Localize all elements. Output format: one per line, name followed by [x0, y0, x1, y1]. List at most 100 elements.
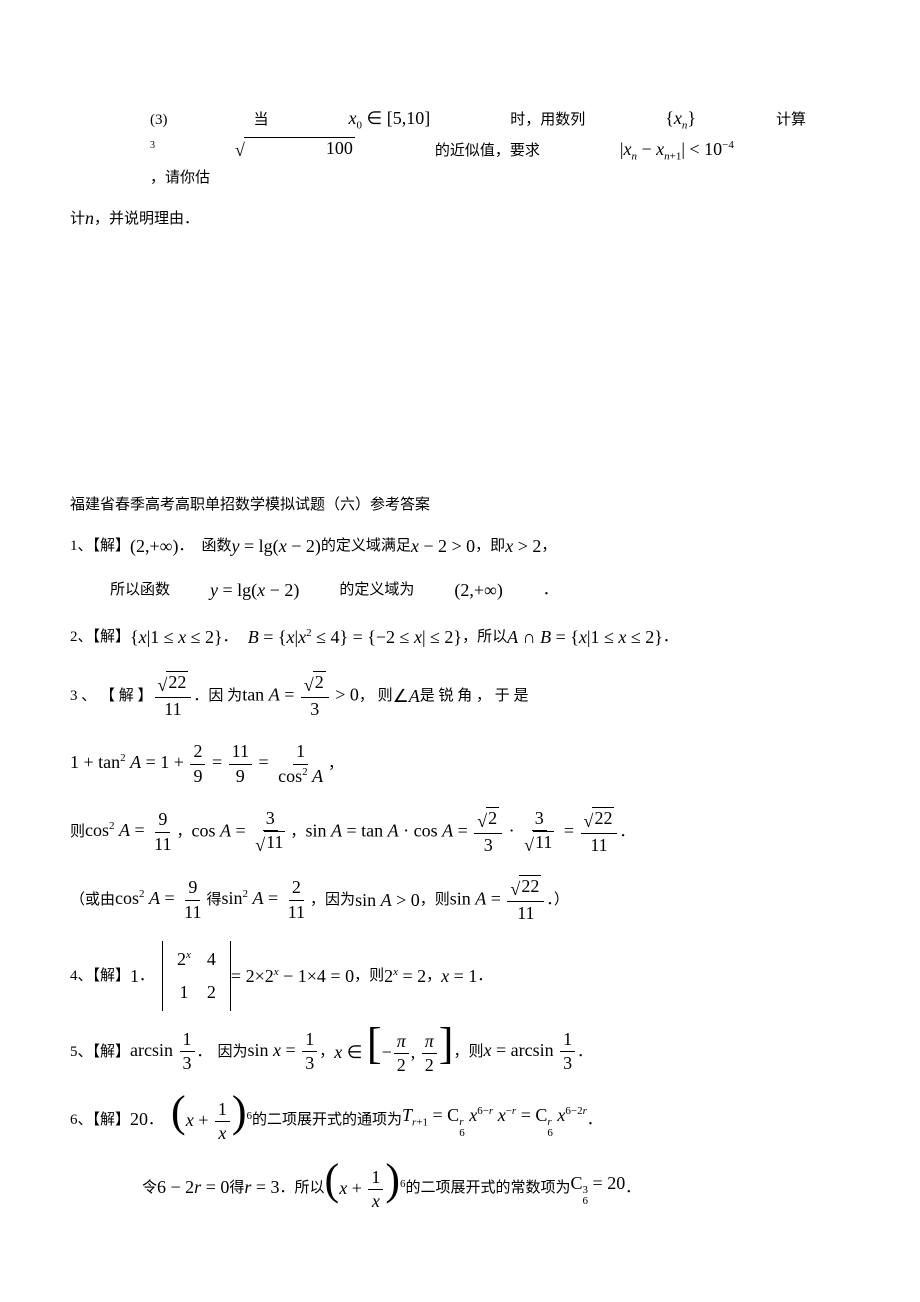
- a2-eq: B = {x|x2 ≤ 4} = {−2 ≤ x| ≤ 2}: [248, 623, 462, 652]
- a6-t1: 的二项展开式的通项为: [252, 1108, 402, 1132]
- a6-l2m: 得: [229, 1176, 244, 1200]
- p3-cond: x0 ∈ [5,10]: [269, 104, 431, 135]
- a1-result: (2,+∞): [130, 532, 178, 561]
- a1-label: 1、【解】: [70, 534, 130, 558]
- a6-term: Tr+1 = Cr6 x6−r x−r = Cr6 x6−2r: [402, 1101, 587, 1139]
- a3-t2: ， 则: [359, 684, 393, 708]
- a5-xeq: x = arcsin 13: [483, 1028, 577, 1076]
- a2-label: 2、【解】: [70, 625, 130, 649]
- p3-label: (3): [70, 108, 168, 132]
- a4-p1: ．: [139, 964, 154, 988]
- p3-t3: 计算: [696, 108, 806, 132]
- a3-l4t: ．）: [546, 888, 569, 912]
- a3-l2expr: 1 + tan2 A = 1 + 29 = 119 = 1cos2 A: [70, 740, 328, 788]
- p3-t4: 的近似值，要求: [355, 139, 540, 163]
- a3-angle: ∠A: [393, 682, 420, 711]
- a5-t2: ，: [319, 1040, 334, 1064]
- a3-l4b: 得: [207, 888, 222, 912]
- a6-p1: ．: [148, 1108, 163, 1132]
- a3-t1: 因 为: [208, 684, 242, 708]
- answer-1-line2: 所以函数 y = lg(x − 2) 的定义域为 (2,+∞) ．: [70, 575, 850, 605]
- doc-body: (3) 当 x0 ∈ [5,10] 时，用数列 {xn} 计算 3√100 的近…: [70, 104, 850, 1215]
- answers-title: 福建省春季高考高职单招数学模拟试题（六）参考答案: [70, 493, 850, 517]
- a3-label: 3 、 【 解 】: [70, 684, 153, 708]
- p3-root: 3√100: [70, 136, 355, 165]
- a1-sol: x > 2: [505, 532, 541, 561]
- a1-ineq: x − 2 > 0: [411, 532, 475, 561]
- p3-l2a: 计: [70, 207, 85, 231]
- a3-l4a: cos2 A = 911: [115, 876, 207, 924]
- a1-l2b: 的定义域为: [299, 578, 414, 602]
- a6-label: 6、【解】: [70, 1108, 130, 1132]
- a4-label: 4、【解】: [70, 964, 130, 988]
- a6-p3: ．: [625, 1176, 640, 1200]
- a3-l4h: （或由: [70, 888, 115, 912]
- problem-3-line2: 计 n ，并说明理由．: [70, 204, 850, 233]
- a4-determinant: 2x412: [162, 941, 231, 1011]
- a3-l4sinA: sin A = √2211: [450, 875, 547, 925]
- p3-t1: 当: [174, 108, 269, 132]
- a5-result: arcsin 13: [130, 1028, 196, 1076]
- a6-l2h: 令: [142, 1176, 157, 1200]
- a5-p2: ．: [577, 1040, 592, 1064]
- a5-interval: x ∈ [−π2, π2]: [334, 1026, 453, 1078]
- a4-t1: ，则: [354, 964, 384, 988]
- a1-func2: y = lg(x − 2): [170, 576, 299, 605]
- answer-1-line1: 1、【解】 (2,+∞) ． 函数 y = lg(x − 2) 的定义域满足 x…: [70, 531, 850, 561]
- a1-l2a: 所以函数: [70, 578, 170, 602]
- problem-3-line1: (3) 当 x0 ∈ [5,10] 时，用数列 {xn} 计算 3√100 的近…: [70, 104, 850, 190]
- p3-t2: 时，用数列: [430, 108, 585, 132]
- a4-s1: 2x = 2: [384, 962, 426, 991]
- a3-l4c: sin2 A = 211: [222, 876, 311, 924]
- a3-sinpos: sin A > 0: [355, 886, 420, 915]
- a3-l3h: 则: [70, 820, 85, 844]
- a1-result2: (2,+∞): [414, 576, 502, 605]
- a3-cosA: cos A = 3√11: [192, 807, 291, 857]
- a5-sinx: sin x = 13: [248, 1028, 320, 1076]
- a1-t1: 函数: [202, 534, 232, 558]
- a6-const: C36 = 20: [571, 1169, 626, 1207]
- answer-3-line4: （或由 cos2 A = 911 得 sin2 A = 211 ，因为 sin …: [70, 873, 850, 927]
- a3-l4m: ，因为: [310, 888, 355, 912]
- a6-binom2: (x + 1x)6: [325, 1162, 406, 1214]
- p3-seq: {xn}: [585, 104, 696, 135]
- a2-p2: ．: [663, 625, 678, 649]
- a3-l2t: ，: [328, 752, 343, 776]
- a2-inter: A ∩ B = {x|1 ≤ x ≤ 2}: [507, 623, 663, 652]
- answer-6-line1: 6、【解】 20 ． (x + 1x)6 的二项展开式的通项为 Tr+1 = C…: [70, 1093, 850, 1147]
- a2-result: {x|1 ≤ x ≤ 2}: [130, 623, 223, 652]
- answer-2: 2、【解】 {x|1 ≤ x ≤ 2} ． B = {x|x2 ≤ 4} = {…: [70, 619, 850, 655]
- a5-t1: 因为: [218, 1040, 248, 1064]
- a3-l4then: ，则: [420, 888, 450, 912]
- a1-p2: ．: [503, 578, 558, 602]
- a6-rsol: r = 3: [244, 1173, 279, 1202]
- answer-5: 5、【解】 arcsin 13 ． 因为 sin x = 13 ， x ∈ [−…: [70, 1025, 850, 1079]
- answer-3-line1: 3 、 【 解 】 √2211 ． 因 为 tan A = √23 > 0 ， …: [70, 669, 850, 723]
- a6-l2m2: ．所以: [280, 1176, 325, 1200]
- a6-cond: 6 − 2r = 0: [157, 1173, 229, 1202]
- answer-3-line2: 1 + tan2 A = 1 + 29 = 119 = 1cos2 A ，: [70, 737, 850, 791]
- a6-l2t: 的二项展开式的常数项为: [406, 1176, 571, 1200]
- a1-p1: ．: [179, 534, 194, 558]
- a5-label: 5、【解】: [70, 1040, 130, 1064]
- p3-n: n: [85, 204, 94, 233]
- a3-cos2: cos2 A = 911: [85, 808, 177, 856]
- a4-p2: ．: [477, 964, 492, 988]
- a4-result: 1: [130, 962, 139, 991]
- a3-t3: 是 锐 角 ， 于 是: [420, 684, 529, 708]
- p3-ineq: |xn − xn+1| < 10−4: [540, 135, 734, 166]
- a5-t3: ，则: [453, 1040, 483, 1064]
- a1-func: y = lg(x − 2): [232, 532, 321, 561]
- answer-3-line3: 则 cos2 A = 911 ， cos A = 3√11 ， sin A = …: [70, 805, 850, 859]
- a1-t4: ，: [541, 534, 556, 558]
- a4-t2: ，: [426, 964, 441, 988]
- a1-t3: ，即: [475, 534, 505, 558]
- a4-s2: x = 1: [441, 962, 477, 991]
- a3-tanA: tan A = √23 > 0: [242, 671, 359, 721]
- p3-l2b: ，并说明理由．: [94, 207, 199, 231]
- a2-t1: ，所以: [462, 625, 507, 649]
- a6-p2: ．: [587, 1108, 602, 1132]
- a6-binom: (x + 1x)6: [171, 1094, 252, 1146]
- a4-expr: = 2×2x − 1×4 = 0: [231, 962, 354, 991]
- a6-result: 20: [130, 1105, 148, 1134]
